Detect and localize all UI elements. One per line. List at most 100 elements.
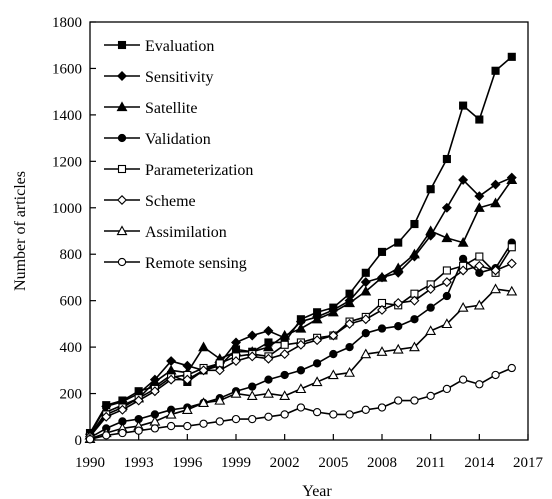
data-point-triangle-open bbox=[473, 299, 485, 310]
data-point-circle-open bbox=[183, 421, 192, 431]
data-point-circle-open bbox=[102, 431, 111, 440]
data-point-circle-open bbox=[215, 417, 224, 426]
legend-entry-background bbox=[102, 34, 300, 56]
data-point-diamond-filled bbox=[117, 71, 127, 81]
legend: Evaluation Sensitivity Satellite Validation… bbox=[102, 34, 300, 273]
data-point-diamond-filled bbox=[263, 325, 274, 336]
data-point-circle-filled bbox=[442, 291, 452, 301]
data-point-diamond-open bbox=[312, 335, 323, 346]
legend-label: Sensitivity bbox=[145, 69, 213, 86]
legend-label: Satellite bbox=[145, 100, 197, 117]
data-point-circle-open bbox=[426, 391, 435, 401]
data-point-diamond-open bbox=[474, 260, 485, 271]
data-point-square-open bbox=[442, 266, 451, 275]
data-point-square-filled bbox=[377, 247, 387, 256]
data-point-triangle-filled bbox=[360, 285, 372, 296]
data-point-diamond-open bbox=[344, 318, 355, 329]
legend-entry-background bbox=[102, 189, 300, 211]
x-tick-label: 1996 bbox=[172, 455, 203, 471]
data-point-diamond-open bbox=[198, 365, 209, 376]
data-point-diamond-open bbox=[425, 284, 436, 295]
data-point-diamond-open bbox=[117, 195, 127, 205]
legend-entry: Validation bbox=[102, 127, 300, 149]
data-point-circle-open bbox=[231, 414, 241, 424]
legend-entry-background bbox=[102, 158, 300, 180]
data-point-triangle-open bbox=[360, 348, 372, 359]
y-axis-title: Number of articles bbox=[12, 171, 29, 291]
y-tick-label: 1800 bbox=[52, 15, 82, 31]
data-point-circle-open bbox=[491, 370, 500, 380]
data-point-square-filled bbox=[475, 115, 484, 124]
data-point-diamond-open bbox=[263, 353, 274, 364]
data-point-circle-open bbox=[394, 396, 403, 405]
data-point-triangle-open bbox=[441, 318, 453, 329]
data-point-diamond-filled bbox=[441, 202, 452, 213]
data-point-diamond-open bbox=[295, 339, 306, 350]
data-point-triangle-open bbox=[279, 390, 291, 401]
y-tick-label: 1000 bbox=[52, 201, 82, 217]
data-point-circle-filled bbox=[377, 324, 387, 333]
legend-label: Remote sensing bbox=[145, 255, 247, 272]
data-point-triangle-open bbox=[409, 341, 420, 352]
data-point-circle-filled bbox=[394, 322, 403, 331]
data-point-square-filled bbox=[117, 40, 127, 50]
data-point-square-filled bbox=[410, 219, 419, 229]
y-tick-label: 0 bbox=[75, 433, 83, 449]
x-tick-label: 2014 bbox=[464, 455, 495, 471]
data-point-circle-open bbox=[458, 375, 468, 384]
legend-entry: Evaluation bbox=[102, 34, 300, 56]
series-line bbox=[89, 179, 513, 436]
x-tick-label: 1993 bbox=[124, 455, 154, 471]
data-point-diamond-filled bbox=[490, 179, 501, 190]
data-point-diamond-open bbox=[506, 258, 517, 269]
data-point-circle-filled bbox=[264, 375, 273, 384]
data-point-circle-open bbox=[118, 428, 127, 438]
data-point-triangle-open bbox=[263, 387, 274, 398]
data-point-circle-open bbox=[442, 384, 452, 394]
data-point-circle-filled bbox=[296, 366, 306, 375]
x-tick-label: 1999 bbox=[221, 455, 251, 471]
data-point-circle-filled bbox=[329, 349, 338, 359]
data-point-triangle-filled bbox=[295, 322, 307, 333]
series-assimilation bbox=[84, 283, 518, 443]
data-point-diamond-open bbox=[231, 356, 241, 367]
data-point-square-filled bbox=[361, 268, 370, 277]
data-point-circle-filled bbox=[312, 359, 322, 368]
data-point-circle-open bbox=[377, 403, 387, 412]
y-tick-label: 400 bbox=[60, 340, 83, 356]
data-point-square-filled bbox=[394, 238, 403, 247]
data-point-triangle-filled bbox=[311, 313, 323, 324]
legend-label: Assimilation bbox=[145, 224, 227, 241]
data-point-diamond-open bbox=[458, 265, 469, 276]
data-point-diamond-open bbox=[214, 365, 225, 376]
data-point-triangle-filled bbox=[392, 262, 404, 273]
data-point-triangle-filled bbox=[506, 174, 518, 185]
data-point-diamond-open bbox=[101, 411, 112, 422]
x-tick-label: 2005 bbox=[318, 455, 348, 471]
legend-entry: Satellite bbox=[102, 96, 300, 118]
data-point-diamond-open bbox=[328, 330, 339, 341]
data-point-diamond-open bbox=[182, 374, 193, 385]
data-point-square-filled bbox=[459, 101, 468, 110]
data-point-diamond-open bbox=[409, 295, 420, 306]
data-point-diamond-open bbox=[377, 304, 387, 315]
data-point-circle-open bbox=[312, 407, 322, 417]
data-point-diamond-open bbox=[149, 386, 160, 397]
data-point-triangle-open bbox=[116, 225, 128, 236]
data-point-triangle-open bbox=[392, 343, 404, 354]
data-point-circle-open bbox=[166, 421, 176, 431]
data-point-diamond-open bbox=[133, 395, 144, 406]
data-point-triangle-open bbox=[457, 302, 469, 312]
data-point-circle-open bbox=[345, 410, 354, 419]
data-point-circle-open bbox=[296, 403, 306, 412]
data-point-circle-filled bbox=[280, 370, 289, 380]
axes: 0 200 400 600 800 1000 1200 1400 1600 1800 1990 199… bbox=[52, 15, 544, 471]
data-point-triangle-filled bbox=[198, 341, 209, 352]
data-point-diamond-open bbox=[393, 298, 404, 308]
legend-entry: Remote sensing bbox=[102, 251, 300, 273]
data-point-triangle-open bbox=[165, 408, 177, 419]
legend-entry: Parameterization bbox=[102, 158, 300, 180]
plot-frame bbox=[89, 21, 529, 441]
data-point-square-filled bbox=[426, 185, 435, 194]
